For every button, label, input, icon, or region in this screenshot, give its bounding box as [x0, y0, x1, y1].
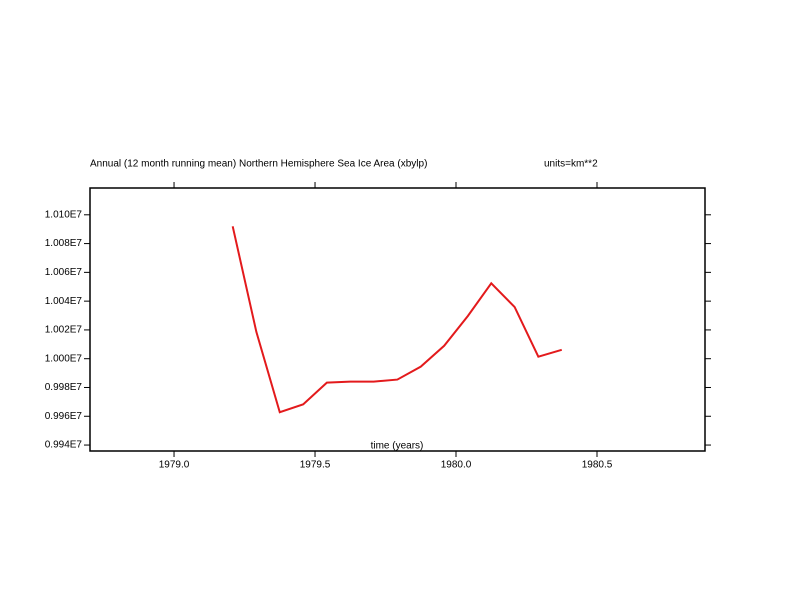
x-tick-label: 1979.0 — [159, 460, 190, 471]
y-tick-label: 0.996E7 — [45, 411, 83, 422]
y-tick-label: 1.010E7 — [45, 209, 83, 220]
y-tick-label: 0.994E7 — [45, 440, 83, 451]
y-tick-label: 1.006E7 — [45, 267, 83, 278]
x-axis-label: time (years) — [371, 441, 424, 452]
x-tick-label: 1980.5 — [582, 460, 613, 471]
y-tick-label: 1.008E7 — [45, 238, 83, 249]
y-tick-label: 1.004E7 — [45, 296, 83, 307]
data-line — [231, 226, 563, 414]
units-label: units=km**2 — [544, 159, 598, 170]
x-tick-label: 1979.5 — [300, 460, 331, 471]
chart-title: Annual (12 month running mean) Northern … — [90, 159, 427, 170]
plot-frame — [89, 187, 706, 452]
y-tick-label: 0.998E7 — [45, 382, 83, 393]
x-tick-label: 1980.0 — [441, 460, 472, 471]
y-tick-label: 1.002E7 — [45, 325, 83, 336]
y-tick-label: 1.000E7 — [45, 353, 83, 364]
